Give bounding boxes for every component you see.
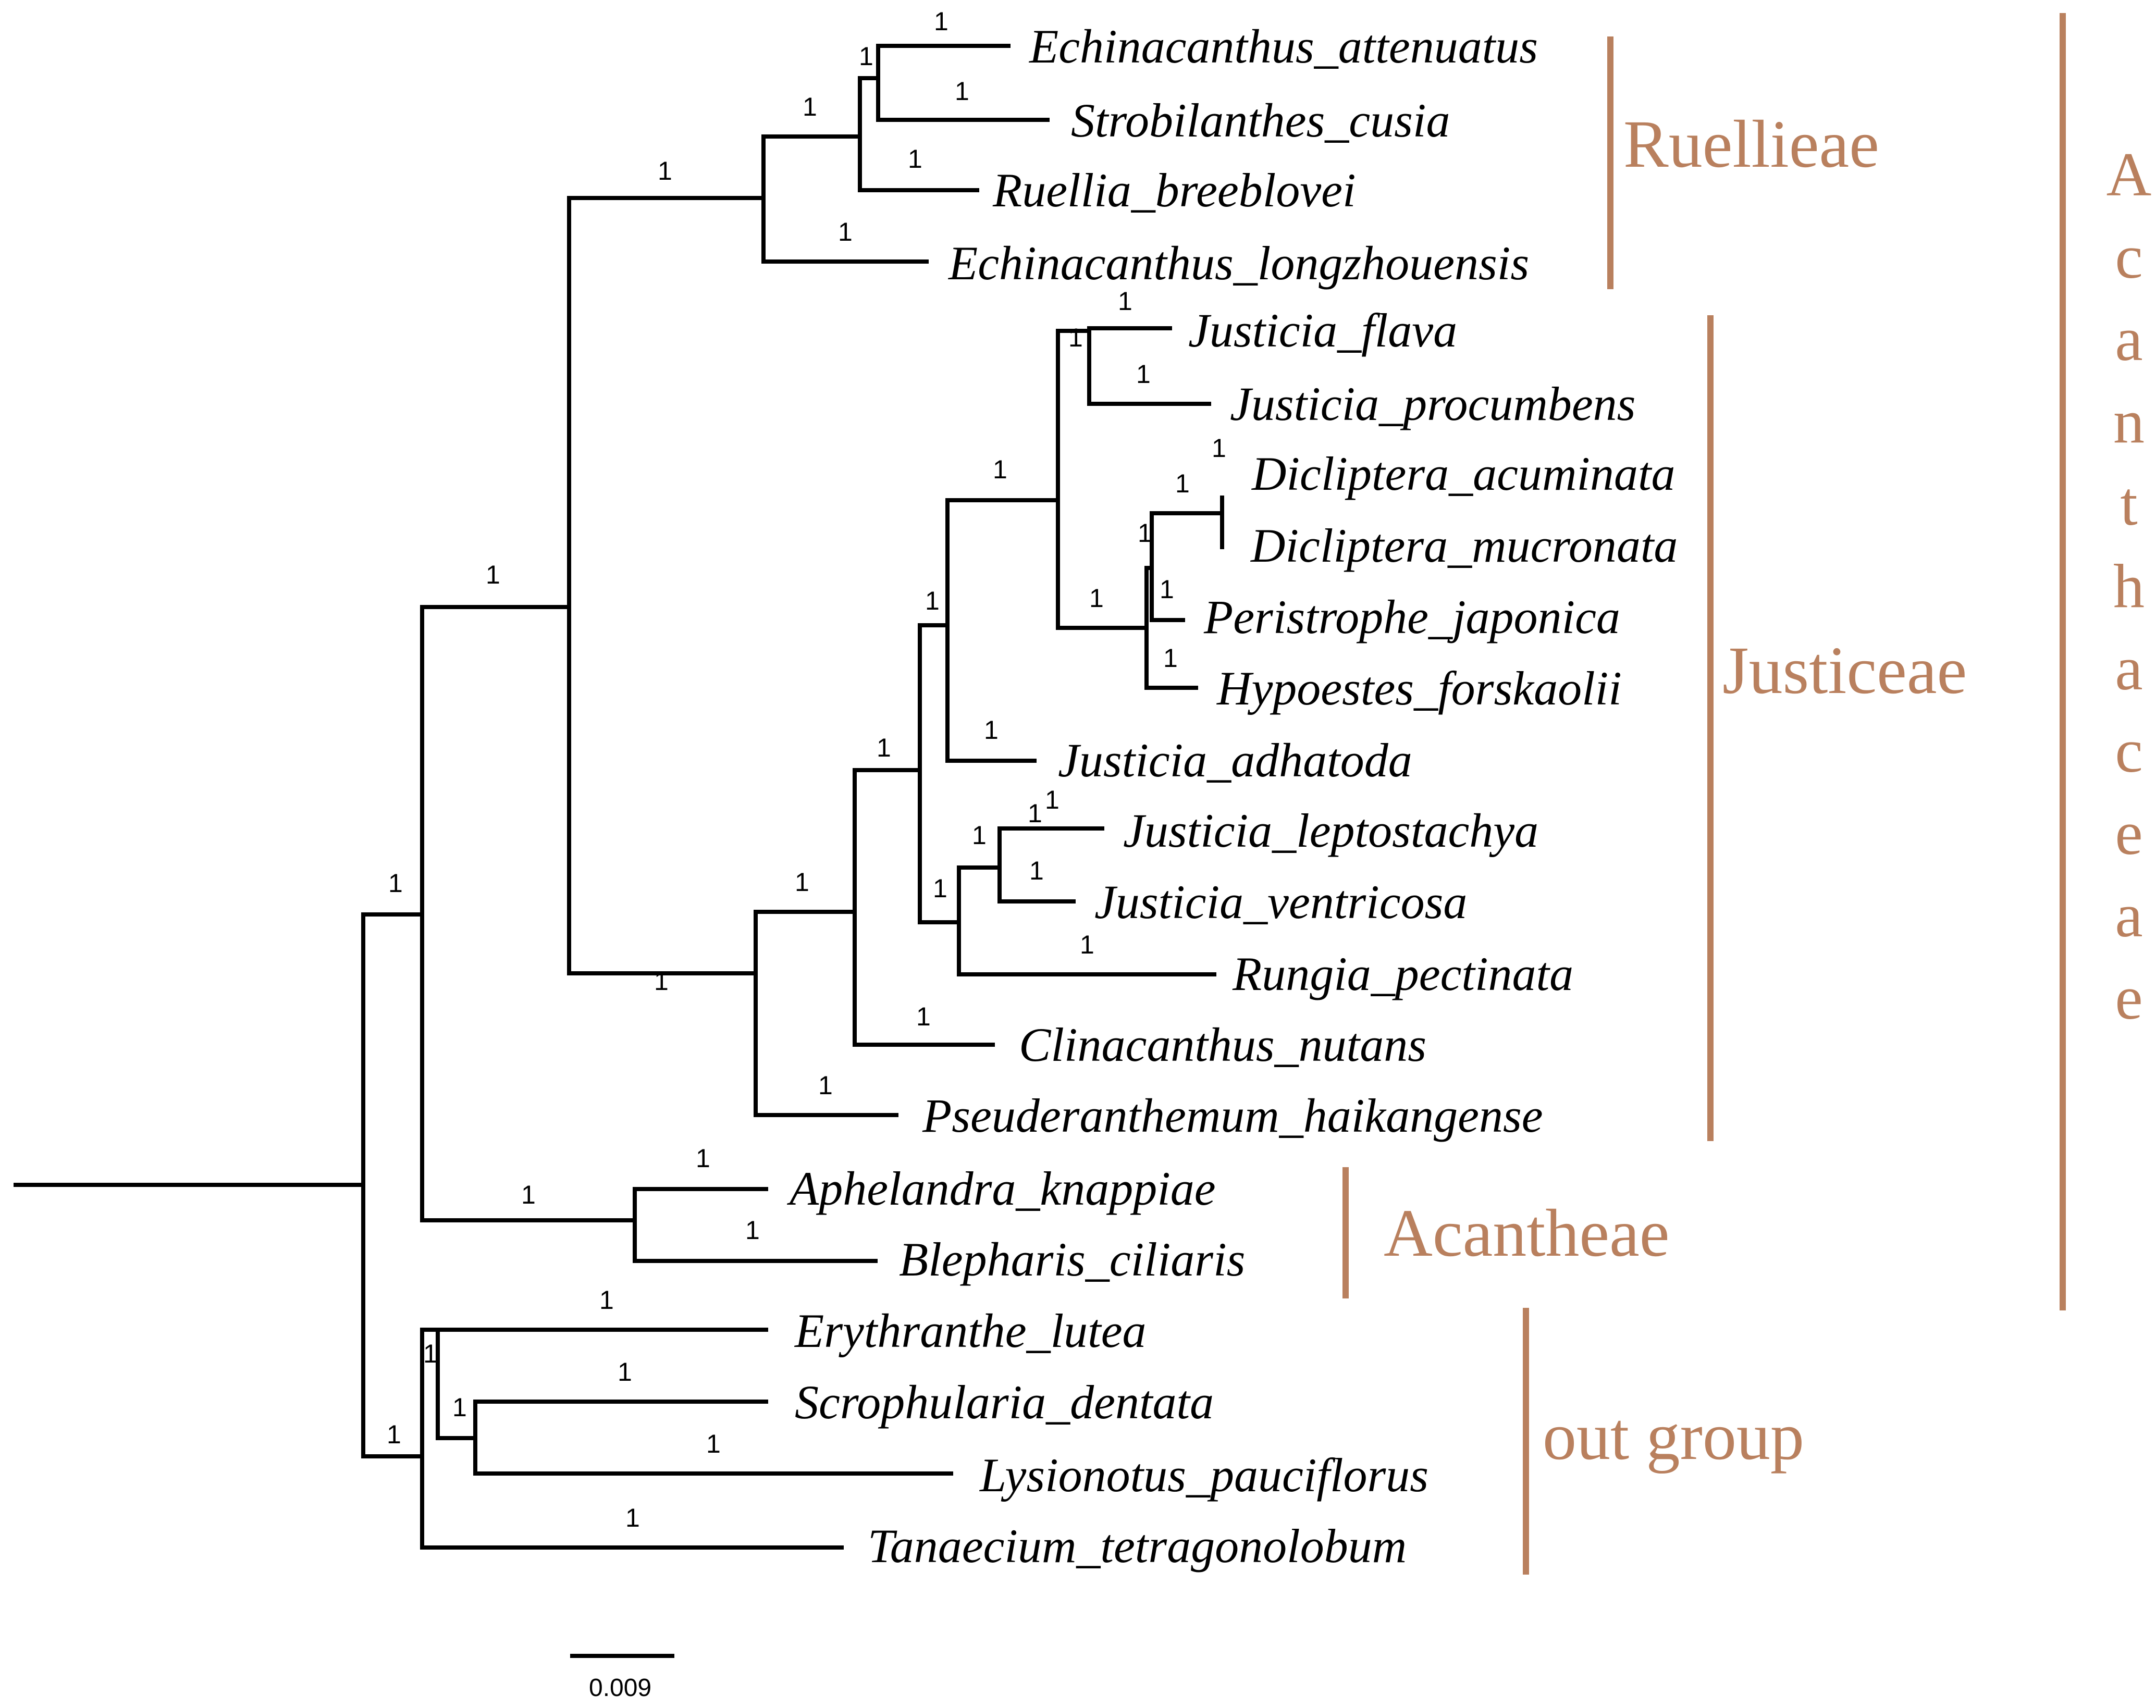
support-value: 1 [706, 1429, 721, 1458]
support-value: 1 [972, 821, 987, 850]
support-value: 1 [696, 1144, 710, 1173]
support-value: 1 [955, 77, 969, 106]
acantheae-label: Acantheae [1384, 1196, 1670, 1271]
taxon-label: Rungia_pectinata [1232, 947, 1573, 1000]
support-value: 1 [1080, 930, 1094, 959]
support-value: 1 [803, 92, 817, 121]
taxon-label: Aphelandra_knappiae [786, 1162, 1216, 1215]
support-value: 1 [625, 1503, 640, 1532]
taxon-label: Justicia_procumbens [1230, 377, 1635, 430]
taxon-label: Ruellia_breeblovei [992, 164, 1356, 217]
taxon-label: Blepharis_ciliaris [899, 1233, 1245, 1286]
support-value: 1 [925, 586, 940, 615]
support-value: 1 [934, 7, 948, 36]
support-value: 1 [1118, 287, 1132, 316]
support-value: 1 [1136, 360, 1151, 389]
support-value: 1 [838, 217, 853, 246]
taxon-label: Clinacanthus_nutans [1019, 1018, 1426, 1071]
support-value: 1 [1068, 323, 1083, 352]
taxon-label: Dicliptera_acuminata [1251, 447, 1675, 500]
support-value: 1 [1029, 856, 1044, 885]
support-values: 1 1 1 1 1 1 1 1 1 1 1 1 1 1 1 1 1 1 1 1 … [387, 7, 1226, 1532]
support-value: 1 [908, 144, 922, 174]
justiceae-label: Justiceae [1722, 633, 1967, 708]
taxon-label: Echinacanthus_attenuatus [1028, 20, 1538, 73]
support-value: 1 [387, 1420, 401, 1449]
support-value: 1 [1175, 469, 1190, 498]
taxon-label: Peristrophe_japonica [1203, 590, 1620, 643]
support-value: 1 [984, 715, 999, 745]
support-value: 1 [423, 1339, 438, 1368]
support-value: 1 [1212, 434, 1226, 463]
support-value: 1 [658, 156, 672, 185]
support-value: 1 [452, 1393, 467, 1422]
support-value: 1 [916, 1002, 931, 1031]
taxon-label: Scrophularia_dentata [795, 1376, 1214, 1429]
taxon-label: Justicia_ventricosa [1094, 875, 1467, 929]
support-value: 1 [388, 869, 403, 898]
support-value: 1 [1163, 643, 1178, 673]
support-value: 1 [1028, 799, 1042, 828]
taxon-label: Justicia_leptostachya [1123, 804, 1538, 857]
taxon-label: Justicia_flava [1188, 304, 1457, 357]
outgroup-label: out group [1543, 1399, 1804, 1474]
taxon-label: Echinacanthus_longzhouensis [947, 237, 1529, 290]
taxon-label: Dicliptera_mucronata [1250, 519, 1678, 572]
support-value: 1 [795, 868, 809, 897]
taxon-label: Lysionotus_pauciflorus [979, 1449, 1428, 1502]
support-value: 1 [599, 1285, 614, 1315]
scale-bar-label: 0.009 [589, 1674, 651, 1702]
support-value: 1 [993, 455, 1007, 484]
ruellieae-label: Ruellieae [1623, 107, 1879, 182]
taxon-label: Erythranthe_lutea [794, 1304, 1147, 1357]
support-value: 1 [933, 874, 947, 903]
support-value: 1 [1045, 785, 1059, 814]
taxon-label: Pseuderanthemum_haikangense [922, 1089, 1543, 1142]
support-value: 1 [1138, 518, 1152, 548]
taxon-label: Hypoestes_forskaolii [1216, 662, 1622, 715]
support-value: 1 [1089, 584, 1104, 613]
support-value: 1 [654, 967, 669, 996]
taxon-labels: Echinacanthus_attenuatus Strobilanthes_c… [786, 20, 1678, 1573]
support-value: 1 [486, 560, 500, 589]
taxon-label: Justicia_adhatoda [1058, 734, 1412, 787]
support-value: 1 [818, 1071, 833, 1100]
support-value: 1 [1160, 575, 1174, 604]
support-value: 1 [877, 733, 891, 762]
support-value: 1 [859, 42, 873, 71]
support-value: 1 [745, 1216, 760, 1245]
taxon-label: Tanaecium_tetragonolobum [868, 1519, 1407, 1573]
support-value: 1 [521, 1180, 536, 1209]
taxon-label: Strobilanthes_cusia [1071, 94, 1450, 147]
support-value: 1 [618, 1357, 632, 1387]
